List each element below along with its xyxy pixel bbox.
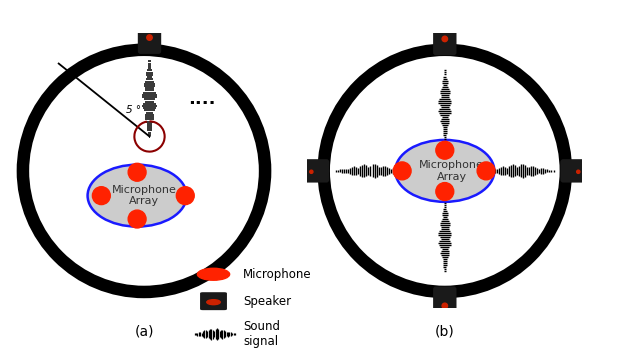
Circle shape xyxy=(393,162,411,180)
Ellipse shape xyxy=(88,165,187,227)
Circle shape xyxy=(207,300,220,305)
Text: ....: .... xyxy=(188,90,216,108)
Circle shape xyxy=(197,268,230,280)
Circle shape xyxy=(436,141,454,159)
Circle shape xyxy=(436,183,454,200)
FancyBboxPatch shape xyxy=(433,20,456,55)
FancyBboxPatch shape xyxy=(433,287,456,322)
FancyBboxPatch shape xyxy=(200,292,227,310)
Text: (b): (b) xyxy=(435,325,454,339)
Text: Microphone: Microphone xyxy=(243,268,312,281)
FancyBboxPatch shape xyxy=(138,18,161,54)
Text: Microphone
Array: Microphone Array xyxy=(419,160,484,182)
Text: 5 °: 5 ° xyxy=(126,105,141,115)
Text: (a): (a) xyxy=(134,325,154,339)
Text: Sound
signal: Sound signal xyxy=(243,320,280,348)
Circle shape xyxy=(442,36,447,42)
Ellipse shape xyxy=(396,140,494,202)
Circle shape xyxy=(442,303,447,309)
Circle shape xyxy=(128,163,146,181)
Circle shape xyxy=(477,162,495,180)
Circle shape xyxy=(577,170,580,173)
Circle shape xyxy=(147,35,152,40)
Circle shape xyxy=(128,210,146,228)
FancyBboxPatch shape xyxy=(293,159,329,183)
Circle shape xyxy=(92,187,110,205)
Circle shape xyxy=(310,170,313,173)
Text: Microphone
Array: Microphone Array xyxy=(111,185,177,206)
Circle shape xyxy=(177,187,194,205)
FancyBboxPatch shape xyxy=(561,159,596,183)
Text: Speaker: Speaker xyxy=(243,295,291,308)
